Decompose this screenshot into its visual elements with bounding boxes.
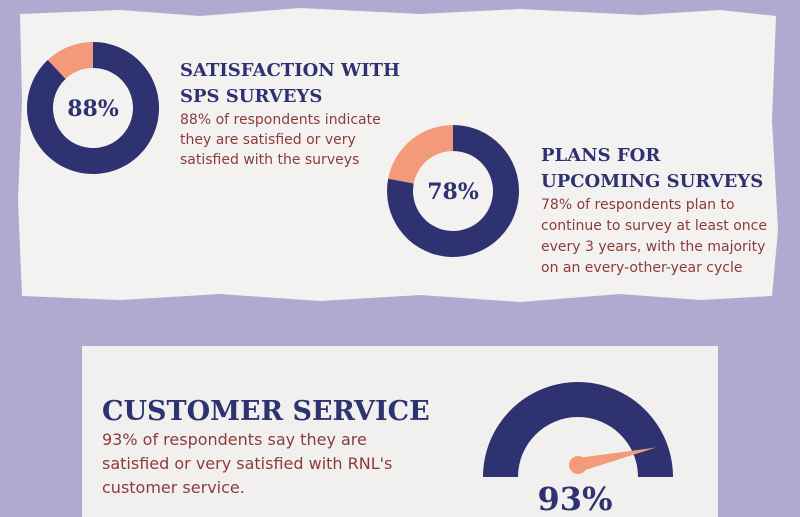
gauge-hub [569, 456, 587, 474]
panel-title: PLANS FOR [541, 145, 661, 166]
panel-text: 88% of respondents indicate [180, 112, 381, 128]
donut-remainder [47, 42, 93, 79]
section-title: CUSTOMER SERVICE [102, 396, 430, 427]
section-text: satisfied or very satisfied with RNL's [102, 454, 392, 473]
donut-label: 78% [427, 179, 479, 205]
content: 88% SATISFACTION WITH SPS SURVEYS 88% of re… [27, 42, 767, 517]
panel-title: SPS SURVEYS [180, 86, 322, 107]
donut-remainder [388, 125, 453, 184]
panel-text: satisfied with the surveys [180, 152, 359, 168]
panel-title: SATISFACTION WITH [180, 60, 400, 81]
bottom-paper [82, 346, 718, 517]
panel-text: every 3 years, with the majority [541, 239, 765, 255]
panel-text: continue to survey at least once [541, 218, 767, 234]
panel-text: 78% of respondents plan to [541, 197, 735, 213]
donut-arc [27, 42, 160, 174]
panel-text: they are satisfied or very [180, 132, 356, 148]
panel-title: UPCOMING SURVEYS [541, 171, 763, 192]
gauge-needle [576, 447, 657, 472]
section-text: 93% of respondents say they are [102, 430, 367, 449]
donut-arc [387, 125, 519, 257]
gauge-arc [483, 382, 673, 477]
donut-label: 88% [67, 96, 119, 122]
panel-text: on an every-other-year cycle [541, 260, 742, 276]
gauge-label: 93% [538, 480, 613, 517]
section-text: customer service. [102, 478, 245, 497]
